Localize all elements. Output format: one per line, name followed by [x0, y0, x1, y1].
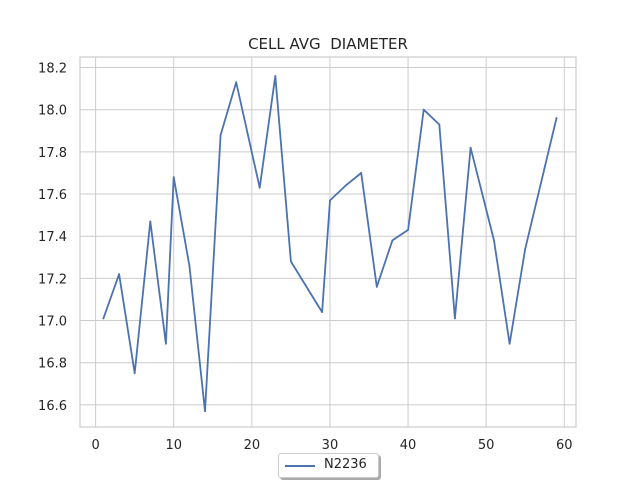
- data-point: [555, 117, 558, 120]
- data-point: [118, 273, 120, 276]
- y-tick-label: 17.6: [38, 188, 67, 203]
- y-tick-label: 18.0: [38, 104, 67, 119]
- data-point: [289, 260, 292, 263]
- x-tick-label: 10: [165, 438, 182, 453]
- y-axis-ticks: 16.6 16.8 17.0 17.2 17.4 17.6 17.8 18.0 18.2: [38, 62, 67, 414]
- data-point: [188, 264, 191, 267]
- x-tick-label: 40: [400, 438, 417, 453]
- data-point: [274, 75, 277, 77]
- y-tick-label: 17.8: [38, 146, 67, 161]
- data-point: [133, 372, 136, 375]
- x-tick-label: 30: [322, 438, 339, 453]
- data-point: [360, 172, 363, 174]
- data-point: [219, 134, 222, 136]
- legend-label: N2236: [324, 457, 367, 472]
- chart-title: CELL AVG DIAMETER: [248, 35, 408, 53]
- data-point: [102, 317, 105, 320]
- data-point: [375, 285, 378, 288]
- series-line: [102, 75, 558, 413]
- data-point: [508, 342, 511, 345]
- grid-lines: [80, 57, 576, 427]
- data-point: [258, 186, 261, 189]
- data-point: [524, 247, 527, 250]
- data-point: [149, 220, 152, 223]
- x-tick-label: 60: [556, 438, 573, 453]
- data-point: [391, 239, 394, 242]
- data-point: [422, 108, 425, 111]
- series-group: [102, 75, 558, 413]
- data-point: [235, 81, 238, 84]
- y-tick-label: 16.8: [38, 357, 67, 372]
- data-point: [438, 123, 441, 126]
- legend-line-swatch: [285, 465, 315, 467]
- data-point: [321, 311, 324, 313]
- data-point: [329, 199, 331, 202]
- y-tick-label: 17.0: [38, 315, 67, 330]
- legend: N2236: [278, 453, 379, 478]
- data-point: [407, 228, 409, 231]
- data-point: [204, 410, 206, 413]
- data-point: [165, 342, 167, 345]
- data-point: [469, 146, 472, 149]
- data-point: [493, 239, 495, 242]
- y-tick-label: 18.2: [38, 62, 67, 77]
- y-tick-label: 17.4: [38, 230, 67, 245]
- x-tick-label: 20: [244, 438, 261, 453]
- data-point: [454, 317, 456, 320]
- y-tick-label: 17.2: [38, 272, 67, 287]
- x-tick-label: 0: [91, 438, 99, 453]
- x-tick-label: 50: [478, 438, 495, 453]
- data-point: [172, 176, 175, 179]
- data-point: [344, 184, 347, 187]
- y-tick-label: 16.6: [38, 399, 67, 414]
- plot-area-border: [79, 56, 577, 428]
- x-axis-ticks: 0 10 20 30 40 50 60: [91, 438, 572, 453]
